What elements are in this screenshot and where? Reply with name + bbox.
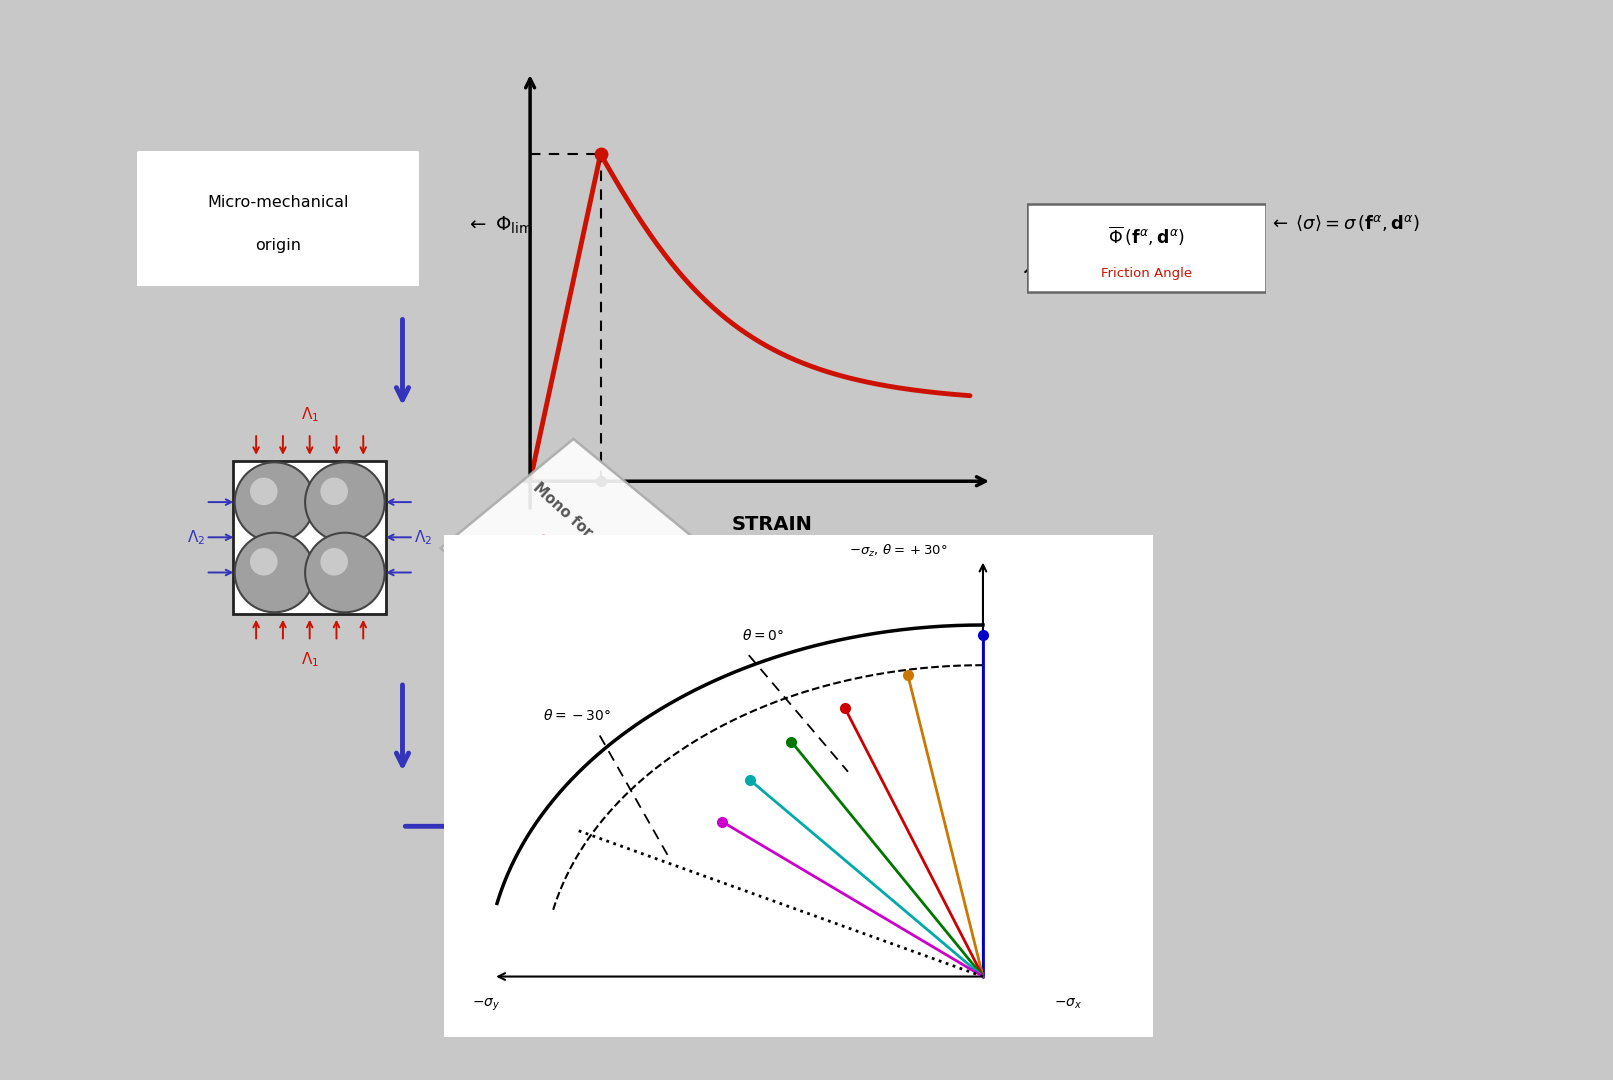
Circle shape: [321, 477, 348, 505]
Text: $-\sigma_y$: $-\sigma_y$: [473, 997, 500, 1013]
Circle shape: [250, 477, 277, 505]
Text: STRAIN: STRAIN: [732, 515, 813, 534]
Text: $\leftarrow\;\Phi_{\rm lim}$: $\leftarrow\;\Phi_{\rm lim}$: [466, 215, 532, 235]
Text: $\leftarrow\;\langle\sigma\rangle = \sigma\,(\mathbf{f}^\alpha, \mathbf{d}^\alph: $\leftarrow\;\langle\sigma\rangle = \sig…: [1269, 214, 1419, 233]
Bar: [234, 461, 386, 613]
Text: $\Lambda_1$: $\Lambda_1$: [300, 650, 319, 670]
Circle shape: [321, 548, 348, 576]
Text: $\Lambda_1$: $\Lambda_1$: [300, 405, 319, 424]
Text: $\theta=0°$: $\theta=0°$: [742, 629, 784, 643]
Text: $-\sigma_z,\,\theta = +30°$: $-\sigma_z,\,\theta = +30°$: [848, 542, 947, 558]
Text: $\theta=-30°$: $\theta=-30°$: [544, 708, 611, 724]
Text: $\Lambda_2$: $\Lambda_2$: [187, 528, 205, 546]
Circle shape: [305, 532, 384, 612]
Text: colour online: colour online: [534, 530, 624, 612]
Text: Mono for print: Mono for print: [529, 480, 629, 570]
Circle shape: [250, 548, 277, 576]
Polygon shape: [440, 438, 706, 658]
Text: Micro-mechanical: Micro-mechanical: [208, 195, 348, 210]
Circle shape: [235, 532, 315, 612]
Text: Friction Angle: Friction Angle: [1102, 267, 1192, 280]
Text: $\overline{\Phi}\,(\mathbf{f}^\alpha, \mathbf{d}^\alpha)$: $\overline{\Phi}\,(\mathbf{f}^\alpha, \m…: [1108, 226, 1186, 248]
Circle shape: [235, 462, 315, 542]
FancyBboxPatch shape: [423, 519, 1174, 1052]
Text: $-\sigma_x$: $-\sigma_x$: [1053, 997, 1082, 1011]
FancyBboxPatch shape: [126, 148, 431, 289]
FancyBboxPatch shape: [1027, 204, 1266, 292]
Text: origin: origin: [255, 239, 302, 253]
Circle shape: [305, 462, 384, 542]
Text: $\Lambda_2$: $\Lambda_2$: [415, 528, 432, 546]
